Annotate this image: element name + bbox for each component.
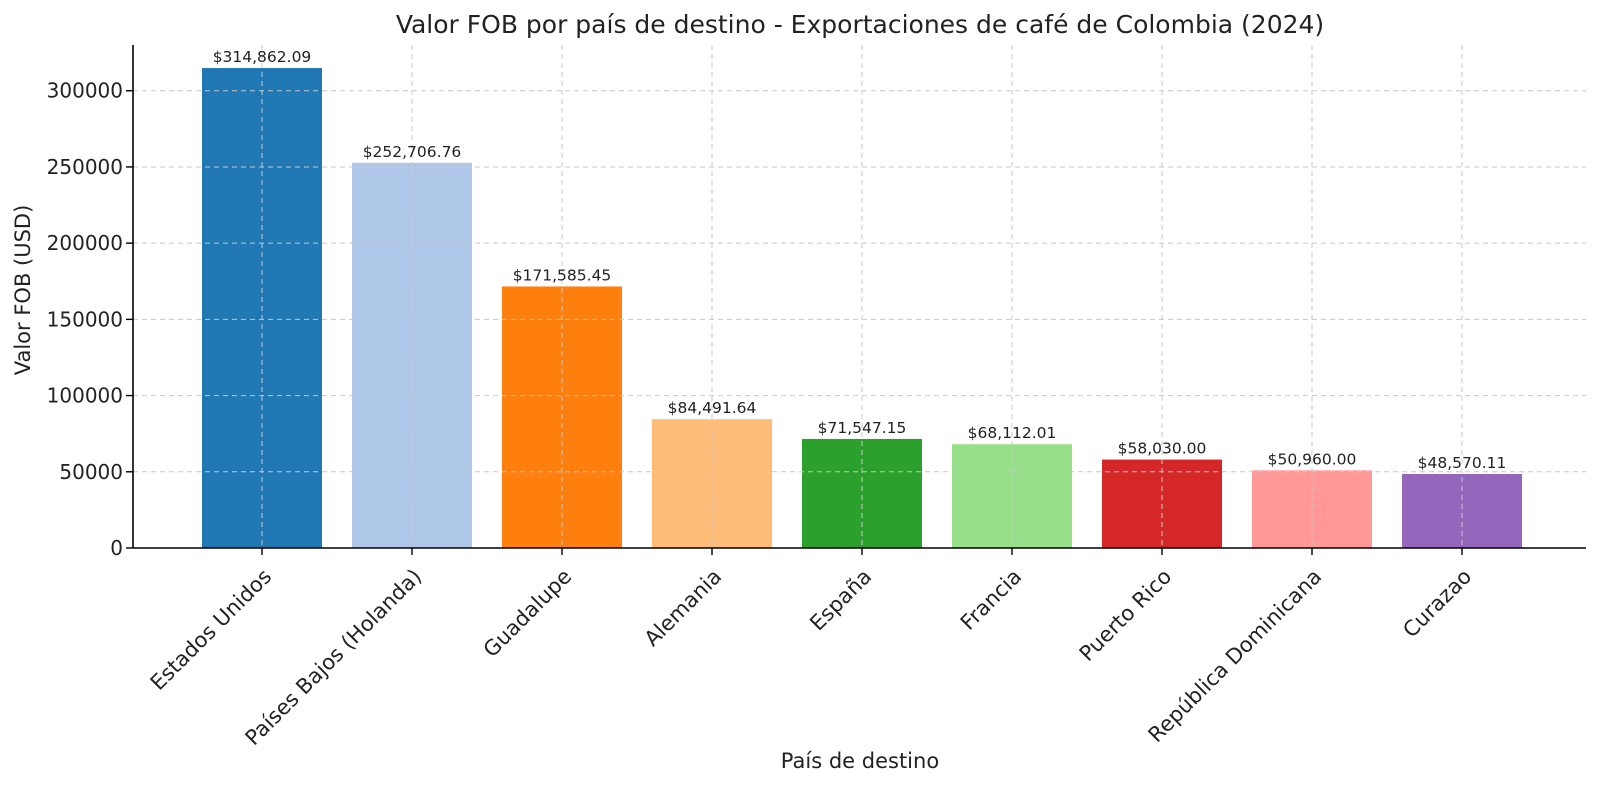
axes	[126, 45, 1586, 555]
y-tick-label: 0	[110, 536, 123, 560]
data-label: $171,585.45	[513, 266, 612, 284]
x-tick-label: Puerto Rico	[1075, 564, 1177, 666]
y-tick-label: 150000	[47, 307, 123, 331]
x-tick-label: Curazao	[1398, 564, 1476, 642]
y-tick-label: 50000	[59, 460, 123, 484]
bar	[652, 419, 772, 548]
data-label: $58,030.00	[1118, 440, 1207, 458]
x-tick-label: Francia	[956, 564, 1026, 634]
chart-title: Valor FOB por país de destino - Exportac…	[396, 10, 1324, 39]
bar	[1402, 473, 1522, 548]
data-label: $50,960.00	[1268, 450, 1357, 468]
bar	[802, 438, 922, 548]
grid	[133, 45, 1586, 548]
x-tick-label: Guadalupe	[479, 564, 577, 662]
y-tick-label: 250000	[47, 155, 123, 179]
x-tick-label: Países Bajos (Holanda)	[241, 564, 427, 750]
y-axis-label: Valor FOB (USD)	[11, 205, 35, 376]
data-label: $84,491.64	[668, 399, 757, 417]
y-tick-label: 100000	[47, 384, 123, 408]
data-label: $314,862.09	[213, 48, 312, 66]
x-tick-label: España	[805, 564, 876, 635]
y-tick-label: 200000	[47, 231, 123, 255]
x-axis-label: País de destino	[781, 749, 939, 773]
data-label: $71,547.15	[818, 419, 907, 437]
x-tick-label: República Dominicana	[1144, 564, 1327, 747]
data-label: $68,112.01	[968, 424, 1057, 442]
data-label: $252,706.76	[363, 143, 462, 161]
y-tick-label: 300000	[47, 79, 123, 103]
x-tick-label: Estados Unidos	[146, 564, 277, 695]
x-tick-label: Alemania	[640, 564, 727, 651]
data-label: $48,570.11	[1418, 454, 1507, 472]
